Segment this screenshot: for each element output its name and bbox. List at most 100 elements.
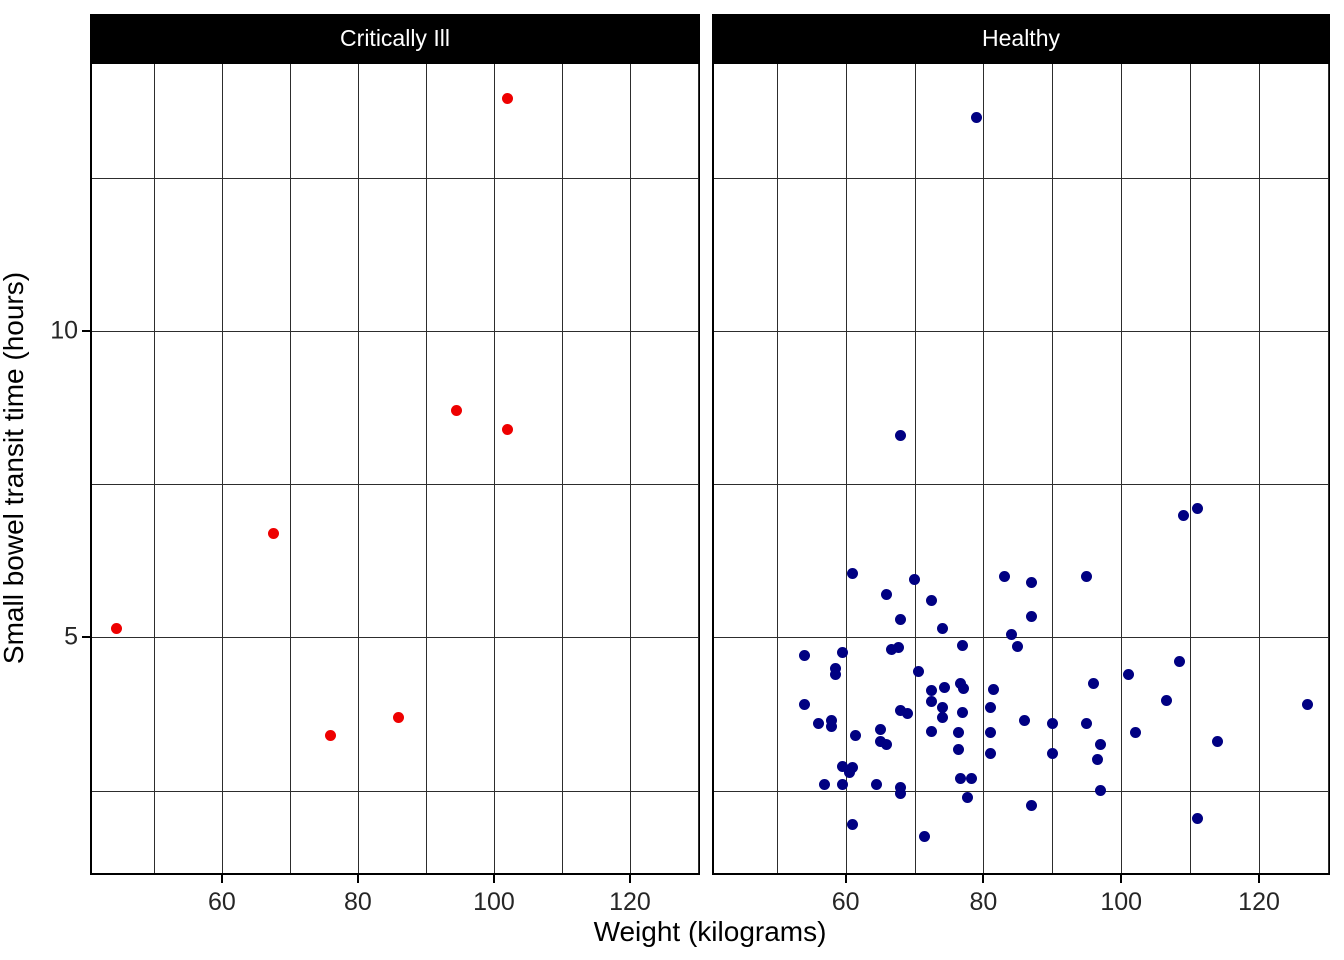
data-point — [1026, 576, 1038, 588]
x-tick-label: 120 — [1238, 888, 1280, 916]
data-point — [902, 708, 914, 720]
data-point — [1122, 668, 1134, 680]
gridline-x-120 — [1259, 64, 1261, 873]
data-point — [998, 570, 1010, 582]
data-point — [939, 682, 951, 694]
gridline-x-90 — [425, 64, 427, 873]
data-point — [1088, 677, 1100, 689]
data-point — [393, 711, 405, 723]
data-point — [984, 748, 996, 760]
data-point — [798, 699, 810, 711]
x-tick-label: 120 — [609, 888, 651, 916]
x-tick-mark — [844, 875, 847, 883]
data-point — [843, 766, 855, 778]
gridline-x-80 — [983, 64, 985, 873]
data-point — [826, 720, 838, 732]
data-point — [874, 736, 886, 748]
data-point — [874, 723, 886, 735]
data-point — [1095, 785, 1107, 797]
data-point — [1174, 656, 1186, 668]
facet-strip-label: Critically Ill — [340, 24, 450, 51]
data-point — [984, 726, 996, 738]
data-point — [1081, 717, 1093, 729]
gridline-x-100 — [493, 64, 495, 873]
data-point — [836, 760, 848, 772]
gridline-y-5 — [92, 637, 698, 639]
gridline-x-70 — [289, 64, 291, 873]
data-point — [325, 729, 337, 741]
data-point — [502, 93, 514, 105]
data-point — [871, 778, 883, 790]
x-tick-mark — [628, 875, 631, 883]
data-point — [909, 573, 921, 585]
gridline-x-130 — [697, 64, 699, 873]
gridline-y-12.5 — [714, 178, 1328, 180]
data-point — [1019, 714, 1031, 726]
data-point — [953, 726, 965, 738]
gridline-y-2.5 — [92, 790, 698, 792]
data-point — [937, 701, 949, 713]
data-point — [798, 650, 810, 662]
data-point — [836, 778, 848, 790]
data-point — [1081, 570, 1093, 582]
y-tick-mark — [82, 330, 90, 333]
gridline-x-60 — [221, 64, 223, 873]
gridline-x-110 — [561, 64, 563, 873]
data-point — [953, 743, 965, 755]
gridline-x-50 — [776, 64, 778, 873]
data-point — [957, 682, 969, 694]
gridline-x-90 — [1052, 64, 1054, 873]
x-tick-mark — [1258, 875, 1261, 883]
data-point — [1191, 812, 1203, 824]
data-point — [829, 668, 841, 680]
data-point — [836, 647, 848, 659]
x-tick-label: 100 — [1100, 888, 1143, 916]
data-point — [966, 772, 978, 784]
gridline-x-60 — [845, 64, 847, 873]
x-tick-mark — [982, 875, 985, 883]
x-tick-mark — [356, 875, 359, 883]
gridline-x-110 — [1190, 64, 1192, 873]
data-point — [886, 644, 898, 656]
gridline-y-7.5 — [92, 484, 698, 486]
gridline-y-10 — [714, 331, 1328, 333]
data-point — [971, 111, 983, 123]
data-point — [895, 429, 907, 441]
data-point — [881, 739, 893, 751]
gridline-y-7.5 — [714, 484, 1328, 486]
data-point — [1012, 641, 1024, 653]
data-point — [847, 567, 859, 579]
data-point — [957, 639, 969, 651]
data-point — [847, 818, 859, 830]
data-point — [1212, 736, 1224, 748]
data-point — [881, 589, 893, 601]
gridline-x-100 — [1121, 64, 1123, 873]
x-tick-label: 60 — [208, 888, 236, 916]
gridline-y-12.5 — [92, 178, 698, 180]
data-point — [936, 622, 948, 634]
x-tick-label: 80 — [344, 888, 372, 916]
y-axis-title: Small bowel transit time (hours) — [0, 271, 29, 665]
data-point — [850, 729, 862, 741]
y-tick-label: 10 — [50, 316, 78, 345]
panel-critically-ill — [90, 62, 700, 875]
data-point — [268, 527, 280, 539]
data-point — [829, 662, 841, 674]
data-point — [812, 717, 824, 729]
data-point — [925, 726, 937, 738]
data-point — [1026, 800, 1038, 812]
gridline-y-10 — [92, 331, 698, 333]
data-point — [984, 702, 996, 714]
data-point — [1091, 754, 1103, 766]
data-point — [1046, 717, 1058, 729]
data-point — [1191, 503, 1203, 515]
gridline-x-130 — [1327, 64, 1329, 873]
facet-strip-healthy: Healthy — [712, 14, 1330, 62]
data-point — [925, 684, 937, 696]
data-point — [962, 792, 974, 804]
data-point — [1129, 726, 1141, 738]
data-point — [919, 830, 931, 842]
data-point — [895, 788, 907, 800]
gridline-y-2.5 — [714, 790, 1328, 792]
